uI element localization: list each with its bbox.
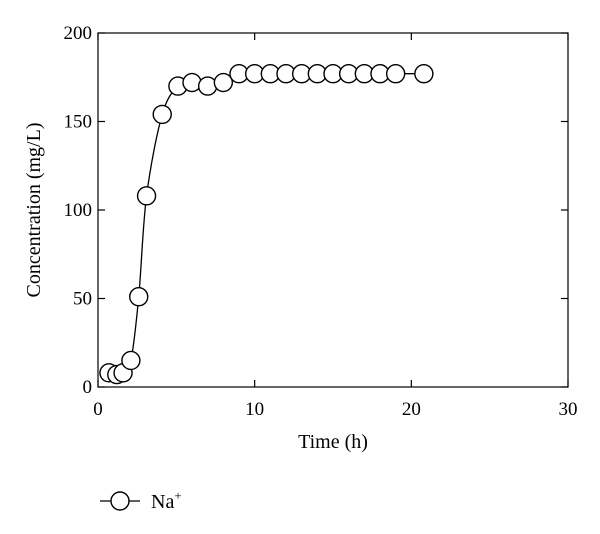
y-axis-label: Concentration (mg/L) [23, 123, 45, 298]
y-tick-label-50: 50 [73, 289, 92, 310]
data-point-9 [197, 76, 218, 96]
y-tick-label-100: 100 [64, 200, 93, 221]
data-point-3 [121, 350, 141, 371]
x-tick-label-30: 30 [559, 399, 578, 420]
y-tick-label-0: 0 [83, 377, 93, 398]
legend-series-superscript: + [174, 488, 181, 503]
y-tick-label-200: 200 [64, 23, 93, 44]
data-point-21 [385, 64, 406, 84]
x-tick-label-10: 10 [245, 399, 264, 420]
x-tick-label-20: 20 [402, 399, 421, 420]
y-axis: 0 50 100 150 200 [64, 23, 568, 398]
x-tick-label-0: 0 [93, 399, 103, 420]
y-tick-label-150: 150 [64, 112, 93, 133]
legend: Na+ [100, 488, 182, 513]
x-axis: 0 10 20 30 [93, 33, 578, 420]
data-point-5 [136, 186, 157, 206]
series-na [99, 64, 434, 385]
x-axis-label: Time (h) [298, 431, 368, 453]
data-point-10 [213, 72, 234, 93]
data-point-8 [182, 72, 202, 93]
data-point-22 [414, 64, 434, 84]
legend-series-name: Na [151, 491, 174, 513]
legend-label: Na+ [151, 488, 182, 513]
data-point-6 [152, 104, 172, 125]
data-point-4 [129, 287, 149, 307]
legend-marker [110, 491, 130, 511]
